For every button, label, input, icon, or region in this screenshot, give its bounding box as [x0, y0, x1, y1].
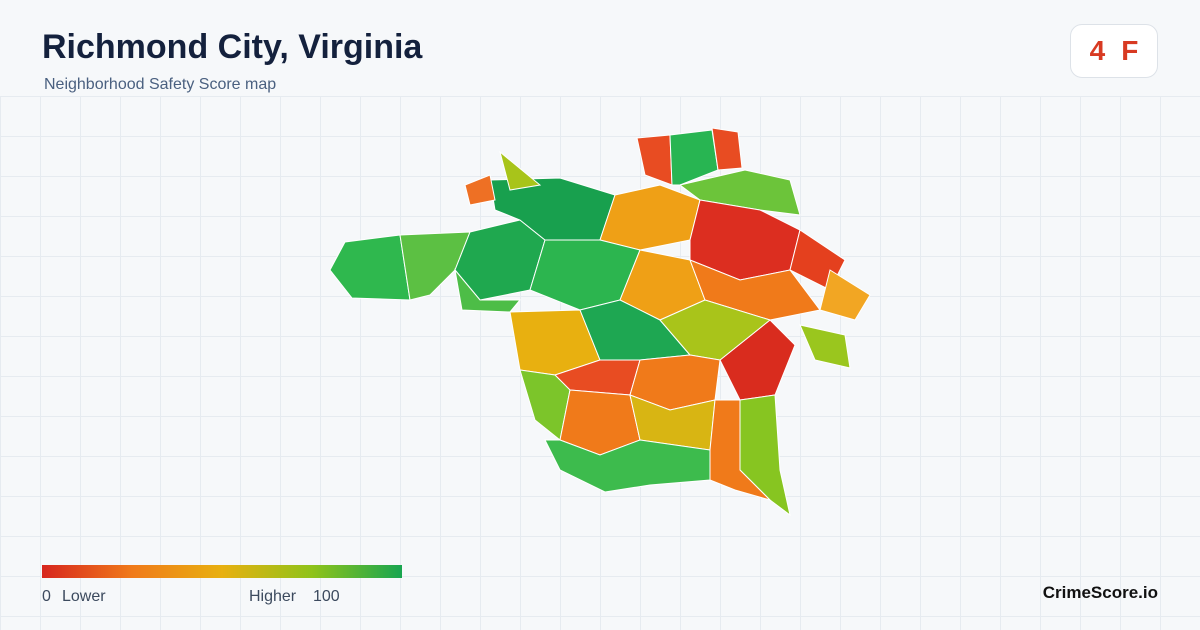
neighborhood: [711, 127, 743, 171]
neighborhood: [329, 234, 411, 301]
neighborhood: [544, 439, 711, 493]
neighborhood: [669, 129, 719, 186]
neighborhood: [599, 184, 701, 251]
page-subtitle: Neighborhood Safety Score map: [44, 76, 277, 93]
neighborhood: [799, 324, 851, 369]
legend-max-label: Higher: [249, 588, 297, 605]
neighborhood: [659, 299, 772, 361]
score-badge: 4 F: [1070, 24, 1158, 78]
badge-grade: F: [1121, 35, 1139, 66]
legend-max: 100: [313, 588, 340, 605]
neighborhood: [819, 269, 871, 321]
neighborhood: [454, 268, 522, 313]
neighborhood: [636, 134, 673, 186]
brand: CrimeScore.io: [1042, 583, 1158, 602]
neighborhood: [399, 231, 471, 301]
neighborhood: [464, 174, 496, 206]
badge-score: 4: [1089, 35, 1106, 66]
legend-min-label: Lower: [62, 588, 106, 605]
page-title: Richmond City, Virginia: [42, 28, 423, 66]
legend-min: 0: [42, 588, 51, 605]
neighborhood: [499, 150, 542, 191]
legend-gradient: [42, 565, 402, 578]
